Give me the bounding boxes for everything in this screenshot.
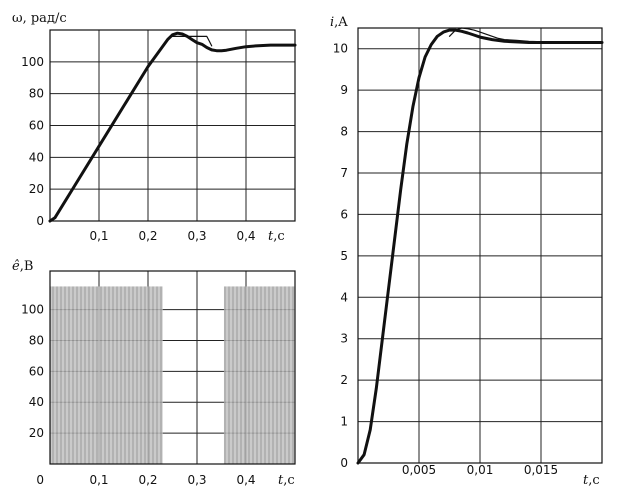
current-y-tick-label: 10 bbox=[333, 42, 348, 56]
current-y-tick-label: 6 bbox=[340, 207, 348, 221]
emf-frame bbox=[49, 270, 296, 465]
omega-y-tick-label: 80 bbox=[29, 87, 44, 101]
emf-y-unit: ,В bbox=[20, 259, 34, 274]
omega-x-tick-label: 0,3 bbox=[187, 229, 206, 243]
current-series-thick-line bbox=[356, 28, 604, 465]
emf-x-tick-label: 0,1 bbox=[89, 473, 108, 487]
emf-oscillation-band bbox=[50, 286, 163, 464]
current-x-tick-label: 0,01 bbox=[467, 463, 494, 477]
current-x-tick-label: 0,015 bbox=[524, 463, 558, 477]
emf-y-axis-label: ê,В bbox=[12, 259, 33, 274]
emf-y-tick-label: 60 bbox=[29, 364, 44, 378]
omega-frame bbox=[49, 29, 296, 222]
current-y-tick-label: 2 bbox=[340, 373, 348, 387]
omega-y-tick-label: 40 bbox=[29, 150, 44, 164]
current-x-var: t bbox=[583, 473, 589, 488]
current-x-axis-label: t,с bbox=[583, 473, 600, 488]
current-frame bbox=[357, 27, 603, 464]
omega-x-var: t bbox=[268, 229, 274, 244]
current-y-tick-label: 7 bbox=[340, 166, 348, 180]
current-series-thin-line bbox=[448, 27, 603, 44]
emf-x-tick-label: 0,4 bbox=[236, 473, 255, 487]
emf-x-var: t bbox=[278, 473, 284, 488]
emf-oscillation-band bbox=[223, 286, 295, 464]
current-y-var: i bbox=[330, 15, 334, 30]
omega-y-tick-label: 0 bbox=[36, 214, 44, 228]
omega-y-tick-label: 20 bbox=[29, 182, 44, 196]
current-x-tick-label: 0,005 bbox=[402, 463, 436, 477]
current-y-tick-label: 8 bbox=[340, 125, 348, 139]
emf-y-tick-label: 40 bbox=[29, 395, 44, 409]
current-chart: 0,005 0,01 0,015 0 1 2 3 4 5 6 7 8 9 10 i,A t,с bbox=[330, 15, 604, 488]
current-y-tick-label: 9 bbox=[340, 83, 348, 97]
emf-x-tick-label: 0,3 bbox=[187, 473, 206, 487]
omega-x-unit: ,с bbox=[273, 229, 284, 244]
omega-y-axis-label: ω, рад/с bbox=[12, 11, 67, 26]
emf-x-unit: ,с bbox=[283, 473, 294, 488]
emf-y-var: ê bbox=[12, 259, 20, 274]
emf-y-tick-label: 80 bbox=[29, 333, 44, 347]
omega-chart: 0,1 0,2 0,3 0,4 0 20 40 60 80 100 ω, рад/с t,с bbox=[12, 11, 297, 244]
emf-y-tick-label: 20 bbox=[29, 426, 44, 440]
current-x-unit: ,с bbox=[588, 473, 599, 488]
current-y-tick-label: 4 bbox=[340, 290, 348, 304]
emf-chart: 0,1 0,2 0,3 0,4 20 40 60 80 100 ê,В t,с 0 bbox=[12, 259, 296, 488]
current-y-tick-label: 1 bbox=[340, 415, 348, 429]
omega-x-axis-label: t,с bbox=[268, 229, 285, 244]
current-y-tick-label: 3 bbox=[340, 332, 348, 346]
omega-series-thin-line bbox=[171, 35, 213, 47]
omega-x-tick-label: 0,2 bbox=[138, 229, 157, 243]
emf-x-tick-label: 0,2 bbox=[138, 473, 157, 487]
omega-x-tick-label: 0,1 bbox=[89, 229, 108, 243]
current-y-unit: ,A bbox=[334, 15, 348, 30]
current-y-tick-label: 5 bbox=[340, 249, 348, 263]
omega-y-tick-label: 100 bbox=[21, 55, 44, 69]
emf-x-axis-label: t,с bbox=[278, 473, 295, 488]
emf-y-tick-label: 100 bbox=[21, 303, 44, 317]
omega-x-tick-label: 0,4 bbox=[236, 229, 255, 243]
current-y-tick-label: 0 bbox=[340, 456, 348, 470]
omega-y-tick-label: 60 bbox=[29, 119, 44, 133]
current-y-axis-label: i,A bbox=[330, 15, 348, 30]
omega-series-thick-line bbox=[48, 31, 297, 223]
emf-x-origin-label: 0 bbox=[36, 473, 44, 487]
